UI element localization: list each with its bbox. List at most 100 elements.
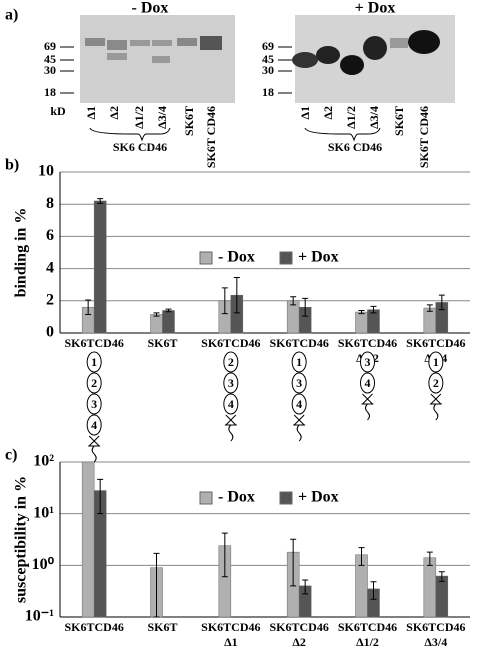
- lane-label: Δ3/4: [155, 106, 169, 129]
- x-tick-label: SK6T: [147, 620, 177, 634]
- brace: [89, 127, 171, 142]
- marker-label: 45: [44, 52, 56, 66]
- x-tick-label: SK6T: [147, 336, 177, 350]
- marker-label: 69: [44, 39, 56, 53]
- error-bar: [426, 551, 433, 566]
- panel-label: c): [5, 447, 17, 464]
- y-tick-label: 10¹: [33, 504, 54, 521]
- brace: [304, 127, 381, 142]
- x-tick-label: SK6TCD46: [64, 620, 123, 634]
- lane-label: SK6T: [182, 106, 196, 136]
- domain-label: 3: [228, 376, 234, 390]
- legend-label: + Dox: [298, 249, 339, 266]
- y-tick-label: 4: [46, 259, 54, 276]
- marker-label: 45: [262, 52, 274, 66]
- legend-swatch: [279, 251, 293, 265]
- bar: [435, 575, 449, 618]
- error-bar: [221, 532, 228, 578]
- y-axis-label: susceptibility in %: [13, 476, 30, 603]
- domain: [223, 351, 239, 373]
- domain: [86, 372, 102, 394]
- error-bar: [438, 571, 445, 582]
- x-tick-label: SK6TCD46: [406, 336, 465, 350]
- domain: [223, 393, 239, 415]
- bar: [162, 310, 175, 334]
- x-tick-label: Δ3/4: [424, 635, 447, 649]
- x-tick-label: SK6TCD46: [269, 336, 328, 350]
- lane-label: Δ2: [107, 106, 121, 120]
- x-tick-label: SK6TCD46: [201, 620, 260, 634]
- blot-title: - Dox: [132, 0, 169, 17]
- error-bar: [233, 276, 240, 314]
- y-tick-label: 0: [46, 324, 54, 341]
- error-bar: [153, 312, 160, 317]
- x-tick-label: SK6TCD46: [406, 620, 465, 634]
- stalk: [293, 414, 306, 442]
- unit: kD: [50, 104, 66, 118]
- y-tick-label: 10²: [33, 453, 54, 470]
- domain-label: 1: [296, 355, 302, 369]
- stalk: [224, 414, 237, 442]
- x-tick-label: SK6TCD46: [338, 336, 397, 350]
- bar: [93, 200, 107, 334]
- marker-label: 18: [262, 85, 274, 99]
- stalk: [429, 393, 442, 421]
- bar: [423, 307, 437, 334]
- domain-label: 4: [296, 397, 302, 411]
- lane-label: Δ1: [84, 106, 98, 120]
- lane-label: Δ1/2: [132, 106, 146, 129]
- bar: [286, 300, 300, 334]
- domain-label: 2: [228, 355, 234, 369]
- error-bar: [302, 297, 309, 317]
- domain-label: 3: [296, 376, 302, 390]
- marker-label: 18: [44, 85, 56, 99]
- error-bar: [290, 538, 297, 587]
- panel-label: a): [5, 7, 18, 24]
- domain-label: 2: [433, 376, 439, 390]
- legend-label: + Dox: [298, 489, 339, 506]
- x-tick-label: Δ1/2: [356, 635, 379, 649]
- legend-label: - Dox: [218, 489, 255, 506]
- y-tick-label: 8: [46, 195, 54, 212]
- error-bar: [290, 296, 297, 306]
- domain-label: 1: [91, 355, 97, 369]
- blot-title: + Dox: [355, 0, 396, 17]
- y-tick-label: 2: [46, 291, 54, 308]
- marker-label: 30: [262, 63, 274, 77]
- bar: [423, 557, 437, 618]
- group-label: SK6 CD46: [328, 140, 382, 154]
- bar: [81, 461, 95, 618]
- y-axis-label: binding in %: [13, 208, 30, 298]
- x-tick-label: SK6TCD46: [269, 620, 328, 634]
- domain: [428, 351, 444, 373]
- error-bar: [85, 299, 92, 315]
- legend-swatch: [279, 491, 293, 505]
- error-bar: [153, 552, 160, 618]
- x-tick-label: Δ2: [292, 635, 306, 649]
- domain-label: 4: [91, 418, 97, 432]
- x-tick-label: SK6TCD46: [338, 620, 397, 634]
- marker-label: 30: [44, 63, 56, 77]
- error-bar: [370, 581, 377, 600]
- error-bar: [221, 287, 228, 315]
- lane-label: Δ1/2: [344, 106, 358, 129]
- lane-label: SK6T CD46: [417, 106, 431, 168]
- y-tick-label: 6: [46, 227, 54, 244]
- group-label: SK6 CD46: [113, 140, 167, 154]
- domain: [428, 372, 444, 394]
- error-bar: [370, 305, 377, 314]
- panel-label: b): [5, 157, 19, 174]
- domain: [223, 372, 239, 394]
- stalk: [88, 435, 101, 463]
- domain-label: 1: [433, 355, 439, 369]
- x-tick-label: SK6TCD46: [64, 336, 123, 350]
- error-bar: [97, 198, 104, 204]
- legend-swatch: [199, 491, 213, 505]
- legend-label: - Dox: [218, 249, 255, 266]
- blot-right: [292, 15, 455, 103]
- lane-label: Δ3/4: [367, 106, 381, 129]
- blot-left: [80, 15, 235, 103]
- error-bar: [97, 478, 104, 515]
- domain: [291, 393, 307, 415]
- domain-label: 2: [91, 376, 97, 390]
